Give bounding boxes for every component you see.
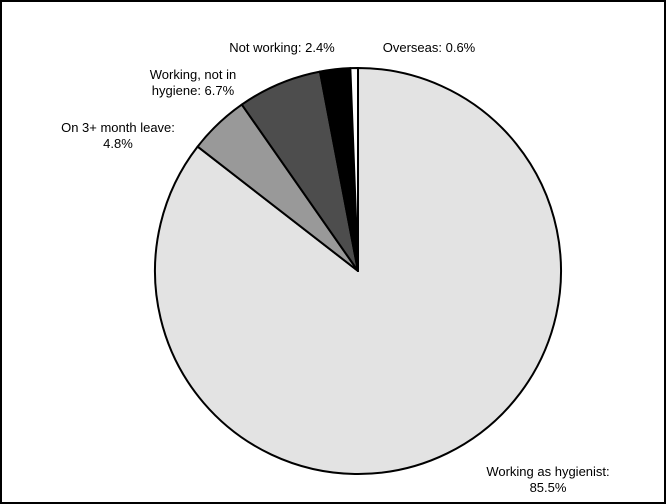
slice-label-overseas: Overseas: 0.6% (383, 40, 476, 55)
pie-slice-overseas (349, 66, 359, 272)
slice-label-on-leave: On 3+ month leave: 4.8% (61, 120, 175, 151)
slice-label-working-not-in-hygiene: Working, not in hygiene: 6.7% (150, 67, 236, 98)
slice-label-not-working: Not working: 2.4% (229, 40, 335, 55)
slice-label-working-as-hygienist: Working as hygienist: 85.5% (486, 464, 609, 495)
